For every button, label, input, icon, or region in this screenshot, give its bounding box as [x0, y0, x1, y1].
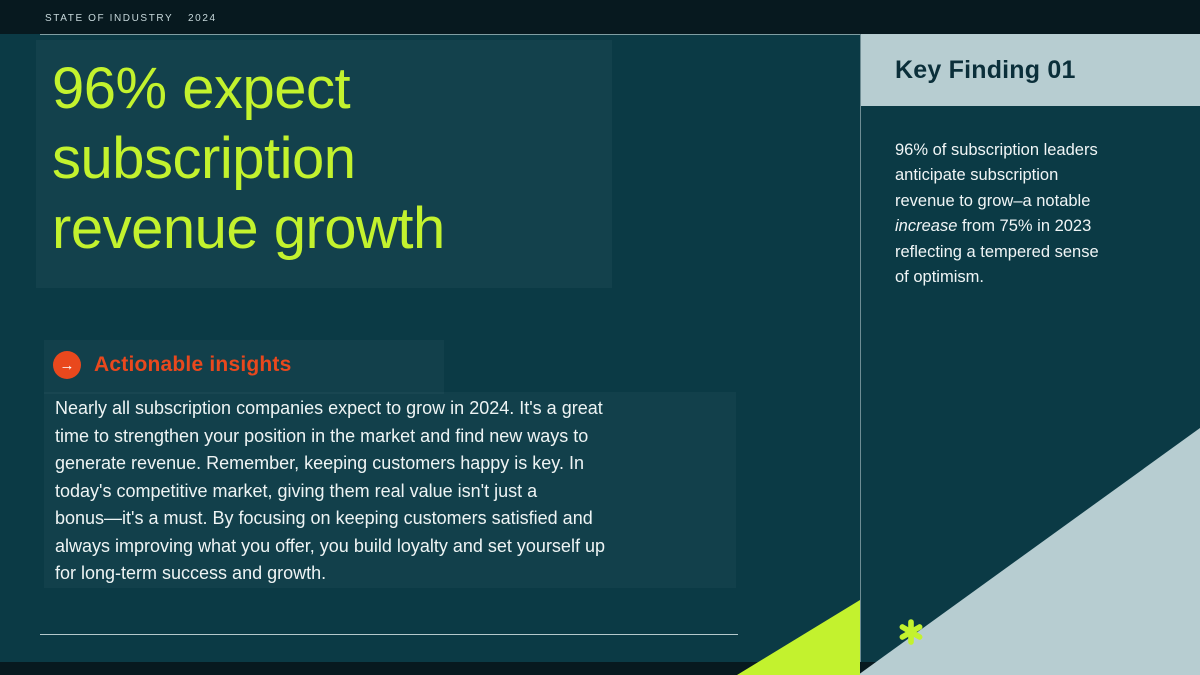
key-finding-paragraph: 96% of subscription leaders anticipate s…	[895, 138, 1175, 290]
column-divider-line	[860, 34, 861, 675]
arrow-right-icon: →	[53, 351, 81, 379]
bottom-divider-line	[40, 634, 738, 635]
paragraph-highlight-box	[44, 392, 736, 588]
page-title: 96% expect subscription revenue growth	[52, 54, 445, 265]
key-finding-text-start: 96% of subscription leaders anticipate s…	[895, 141, 1098, 210]
key-finding-header: Key Finding 01	[861, 34, 1200, 106]
key-finding-italic-word: increase	[895, 217, 958, 236]
brand-asterisk-icon	[899, 619, 923, 645]
key-finding-text-end: from 75% in 2023 reflecting a tempered s…	[895, 217, 1099, 287]
key-finding-title: Key Finding 01	[895, 55, 1076, 84]
insights-label-highlight-box	[44, 340, 444, 394]
report-year: 2024	[188, 13, 217, 24]
headline-line-3: revenue growth	[52, 196, 445, 262]
top-divider-line	[40, 34, 860, 35]
headline-line-1: 96% expect	[52, 56, 351, 121]
top-bar: STATE OF INDUSTRY 2024	[0, 0, 1200, 34]
headline-highlight-box	[36, 40, 612, 288]
report-title: STATE OF INDUSTRY	[45, 13, 174, 24]
actionable-insights-header: → Actionable insights	[53, 351, 292, 379]
insights-paragraph: Nearly all subscription companies expect…	[55, 398, 605, 584]
actionable-insights-label: Actionable insights	[94, 353, 292, 376]
headline-line-2: subscription	[52, 126, 356, 192]
arrow-glyph: →	[59, 356, 75, 374]
corner-triangle-lime	[737, 600, 860, 675]
